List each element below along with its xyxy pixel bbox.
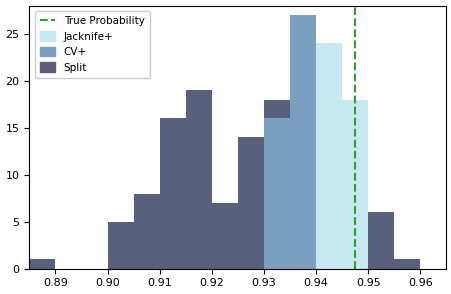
Bar — [290, 15, 315, 269]
Bar — [237, 137, 263, 269]
Bar — [185, 90, 212, 269]
Bar — [29, 259, 55, 269]
Bar — [212, 203, 237, 269]
Bar — [263, 118, 290, 269]
Bar — [263, 100, 290, 269]
Bar — [107, 222, 133, 269]
Bar — [133, 193, 159, 269]
Bar — [159, 118, 185, 269]
Bar — [341, 240, 368, 269]
Bar — [368, 212, 393, 269]
Legend: True Probability, Jacknife+, CV+, Split: True Probability, Jacknife+, CV+, Split — [35, 11, 150, 78]
Bar — [290, 156, 315, 269]
Bar — [315, 43, 341, 269]
Bar — [341, 100, 368, 269]
Bar — [315, 90, 341, 269]
Bar — [393, 259, 419, 269]
Bar — [341, 156, 368, 269]
Bar — [315, 231, 341, 269]
